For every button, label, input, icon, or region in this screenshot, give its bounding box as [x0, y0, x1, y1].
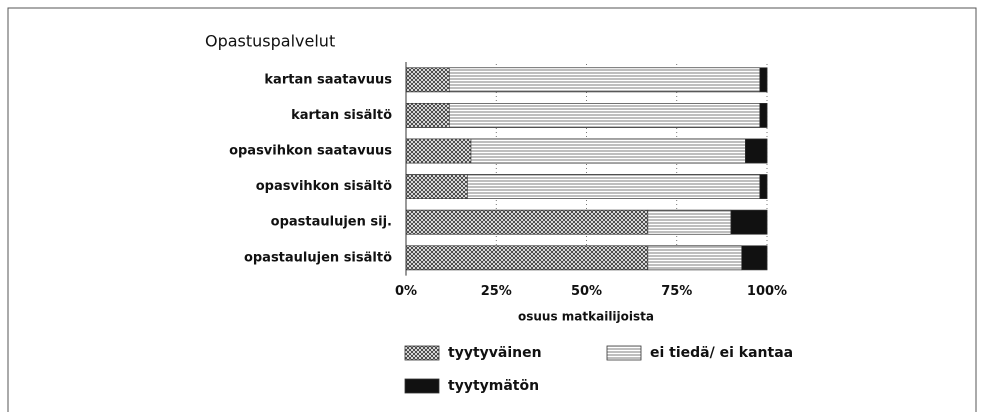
- bar-segment: [449, 67, 761, 93]
- bar-segment: [470, 138, 746, 164]
- x-tick-label: 50%: [571, 284, 602, 299]
- bar-segment: [730, 209, 768, 235]
- bar-segment: [759, 174, 768, 199]
- bar-segment: [759, 103, 768, 128]
- legend-label: tyytymätön: [448, 378, 539, 394]
- x-axis-label: osuus matkailijoista: [518, 310, 654, 324]
- x-tick-label: 25%: [481, 284, 512, 299]
- x-tick-label: 75%: [661, 284, 692, 299]
- frame: [7, 7, 977, 412]
- y-tick-label: opasvihkon saatavuus: [229, 144, 392, 159]
- bar-segment: [405, 103, 450, 128]
- bar-segment: [759, 67, 768, 93]
- chart-title: Opastuspalvelut: [205, 32, 335, 51]
- y-tick-label: kartan sisältö: [291, 108, 392, 123]
- bar-segment: [647, 209, 732, 235]
- legend-label: tyytyväinen: [448, 345, 542, 361]
- y-tick-label: opastaulujen sij.: [271, 215, 392, 230]
- bar-segment: [405, 245, 649, 271]
- legend-label: ei tiedä/ ei kantaa: [650, 345, 793, 361]
- bar-segment: [405, 138, 472, 164]
- legend-swatch: [606, 345, 642, 361]
- bar-segment: [449, 103, 761, 128]
- legend-swatch: [404, 345, 440, 361]
- bar-segment: [405, 174, 468, 199]
- y-tick-label: opastaulujen sisältö: [244, 250, 392, 265]
- y-tick-label: kartan saatavuus: [264, 72, 392, 87]
- bar-segment: [741, 245, 768, 271]
- y-tick-label: opasvihkon sisältö: [256, 179, 392, 194]
- bar-segment: [647, 245, 743, 271]
- bar-segment: [405, 209, 649, 235]
- x-tick-label: 100%: [747, 284, 787, 299]
- bar-segment: [467, 174, 761, 199]
- legend-swatch: [404, 378, 440, 394]
- bar-segment: [745, 138, 768, 164]
- bar-segment: [405, 67, 450, 93]
- x-tick-label: 0%: [395, 284, 417, 299]
